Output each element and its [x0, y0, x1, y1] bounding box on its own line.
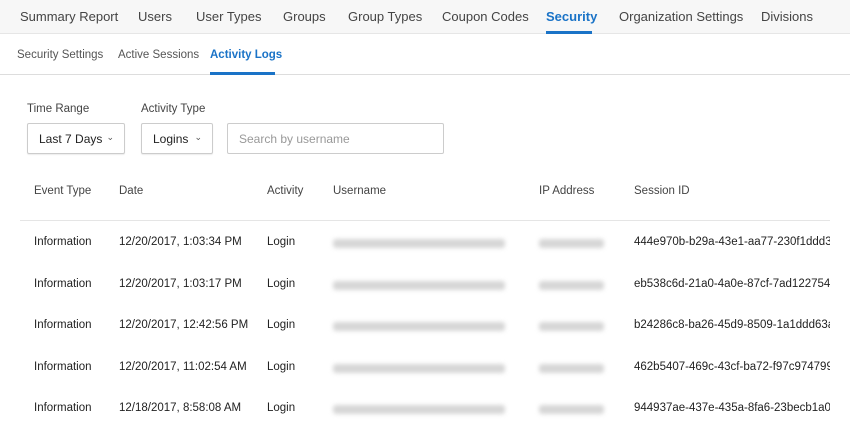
time-range-value: Last 7 Days	[39, 132, 103, 146]
username-cell-redacted	[333, 322, 505, 331]
activity-cell: Login	[267, 236, 296, 248]
nav-coupon-codes[interactable]: Coupon Codes	[442, 9, 529, 24]
header-ip-address[interactable]: IP Address	[539, 185, 595, 197]
nav-security[interactable]: Security	[546, 9, 598, 24]
username-cell-redacted	[333, 239, 505, 248]
event-type-cell: Information	[34, 360, 92, 373]
chevron-down-icon: ⌄	[194, 132, 202, 142]
chevron-down-icon: ⌄	[106, 132, 114, 142]
nav-organization-settings[interactable]: Organization Settings	[619, 9, 744, 24]
top-nav: Summary Report Users User Types Groups G…	[0, 0, 850, 34]
activity-cell: Login	[267, 402, 296, 414]
ip-address-cell-redacted	[539, 280, 604, 290]
activity-type-label: Activity Type	[141, 103, 206, 115]
table-row[interactable]: Information 12/20/2017, 12:42:56 PM Logi…	[0, 319, 850, 339]
ip-address-cell-redacted	[539, 322, 604, 331]
ip-address-cell-redacted	[539, 363, 604, 373]
event-type-cell: Information	[34, 319, 92, 331]
active-subtab-indicator	[210, 72, 275, 75]
table-row[interactable]: Information 12/20/2017, 1:03:34 PM Login…	[0, 236, 850, 256]
time-range-dropdown[interactable]: Last 7 Days ⌄	[27, 123, 125, 154]
header-divider	[20, 220, 830, 221]
header-username[interactable]: Username	[333, 185, 387, 197]
nav-divisions[interactable]: Divisions	[761, 9, 814, 24]
activity-cell: Login	[267, 319, 296, 331]
sub-nav: Security Settings Active Sessions Activi…	[0, 34, 850, 75]
search-input[interactable]	[227, 123, 444, 154]
username-cell-redacted	[333, 280, 505, 290]
date-cell: 12/18/2017, 8:58:08 AM	[119, 402, 242, 414]
table-row[interactable]: Information 12/18/2017, 8:58:08 AM Login…	[0, 402, 850, 422]
session-id-cell: 944937ae-437e-435a-8fa6-23becb1a0a	[634, 402, 830, 414]
nav-group-types[interactable]: Group Types	[348, 9, 423, 24]
username-cell-redacted	[333, 405, 505, 414]
session-id-cell: eb538c6d-21a0-4a0e-87cf-7ad1227548	[634, 277, 830, 290]
table-row[interactable]: Information 12/20/2017, 1:03:17 PM Login…	[0, 278, 850, 298]
event-type-cell: Information	[34, 236, 92, 248]
header-event-type[interactable]: Event Type	[34, 185, 92, 197]
tab-activity-logs[interactable]: Activity Logs	[210, 49, 283, 61]
activity-type-dropdown[interactable]: Logins ⌄	[141, 123, 213, 154]
event-type-cell: Information	[34, 277, 92, 290]
date-cell: 12/20/2017, 1:03:34 PM	[119, 236, 242, 248]
header-date[interactable]: Date	[119, 185, 144, 197]
session-id-cell: 462b5407-469c-43cf-ba72-f97c974799	[634, 360, 830, 373]
header-session-id[interactable]: Session ID	[634, 185, 690, 197]
tab-security-settings[interactable]: Security Settings	[17, 49, 104, 61]
date-cell: 12/20/2017, 1:03:17 PM	[119, 277, 242, 290]
username-cell-redacted	[333, 363, 505, 373]
nav-user-types[interactable]: User Types	[196, 9, 262, 24]
event-type-cell: Information	[34, 402, 92, 414]
nav-users[interactable]: Users	[138, 9, 172, 24]
date-cell: 12/20/2017, 11:02:54 AM	[119, 360, 247, 373]
nav-summary-report[interactable]: Summary Report	[20, 9, 119, 24]
table-row[interactable]: Information 12/20/2017, 11:02:54 AM Logi…	[0, 361, 850, 381]
activity-cell: Login	[267, 360, 296, 373]
ip-address-cell-redacted	[539, 405, 604, 414]
session-id-cell: b24286c8-ba26-45d9-8509-1a1ddd63a	[634, 319, 830, 331]
activity-type-value: Logins	[153, 132, 189, 146]
activity-cell: Login	[267, 277, 296, 290]
time-range-label: Time Range	[27, 103, 90, 115]
ip-address-cell-redacted	[539, 239, 604, 248]
header-activity[interactable]: Activity	[267, 185, 304, 197]
tab-active-sessions[interactable]: Active Sessions	[118, 49, 200, 61]
date-cell: 12/20/2017, 12:42:56 PM	[119, 319, 249, 331]
nav-groups[interactable]: Groups	[283, 9, 326, 24]
active-tab-indicator	[546, 31, 592, 34]
session-id-cell: 444e970b-b29a-43e1-aa77-230f1ddd37	[634, 236, 830, 248]
